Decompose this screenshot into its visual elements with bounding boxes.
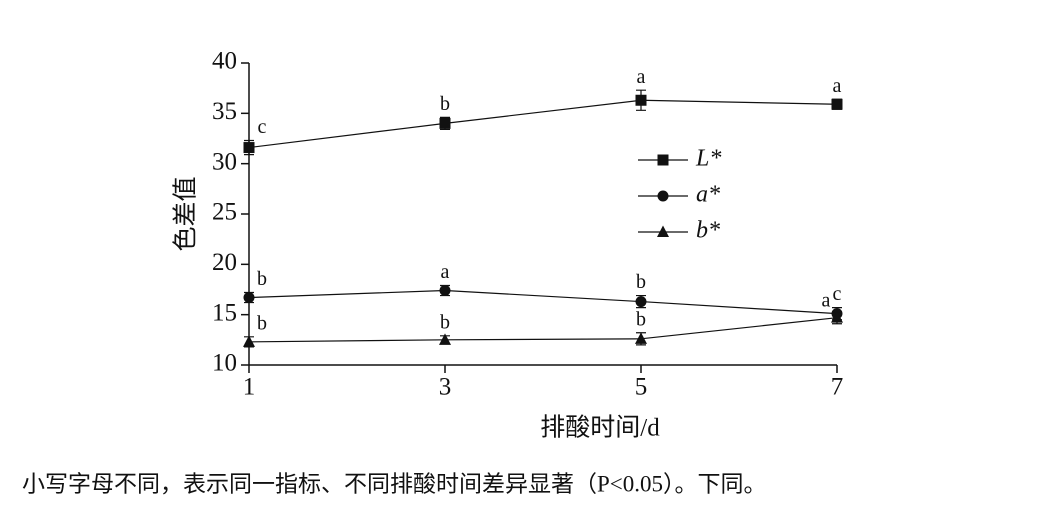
marker [243,335,255,347]
marker [657,225,669,237]
marker [439,117,451,129]
marker [657,190,669,202]
y-tick-label: 30 [212,148,237,175]
y-tick-label: 10 [212,350,237,377]
significance-letter: a [833,75,842,97]
marker [635,332,647,344]
y-tick-label: 25 [212,199,237,226]
significance-letter: c [833,283,842,305]
legend-label: b* [696,218,720,244]
series-line [248,289,838,315]
marker [635,94,647,106]
x-axis-label: 排酸时间/d [540,414,660,442]
y-tick-label: 20 [212,249,237,276]
significance-letter: b [440,93,450,115]
significance-letter: b [257,312,267,334]
legend-label: L* [695,146,721,172]
significance-letter: a [441,261,450,283]
marker [439,285,451,297]
significance-letter: c [258,116,267,138]
y-tick-label: 35 [212,98,237,125]
marker [657,154,669,166]
marker [243,292,255,304]
significance-letter: b [636,271,646,293]
y-axis-label: 色差值 [172,176,200,251]
marker [635,296,647,308]
marker [243,142,255,154]
y-tick-label: 40 [212,48,237,75]
series-line [248,99,838,149]
series-line [248,317,838,343]
marker [439,333,451,345]
x-tick-label: 5 [635,374,648,401]
significance-letter: a [637,66,646,88]
x-tick-label: 3 [439,374,452,401]
legend-label: a* [696,182,720,208]
marker [831,311,843,323]
x-tick-label: 1 [243,374,256,401]
note: 小写字母不同，表示同一指标、不同排酸时间差异显著（P<0.05）。下同。 [22,471,767,496]
significance-letter: b [636,308,646,330]
significance-letter: b [440,311,450,333]
significance-letter: a [822,289,831,311]
significance-letter: b [257,268,267,290]
marker [831,98,843,110]
y-tick-label: 15 [212,299,237,326]
x-tick-label: 7 [831,374,844,401]
